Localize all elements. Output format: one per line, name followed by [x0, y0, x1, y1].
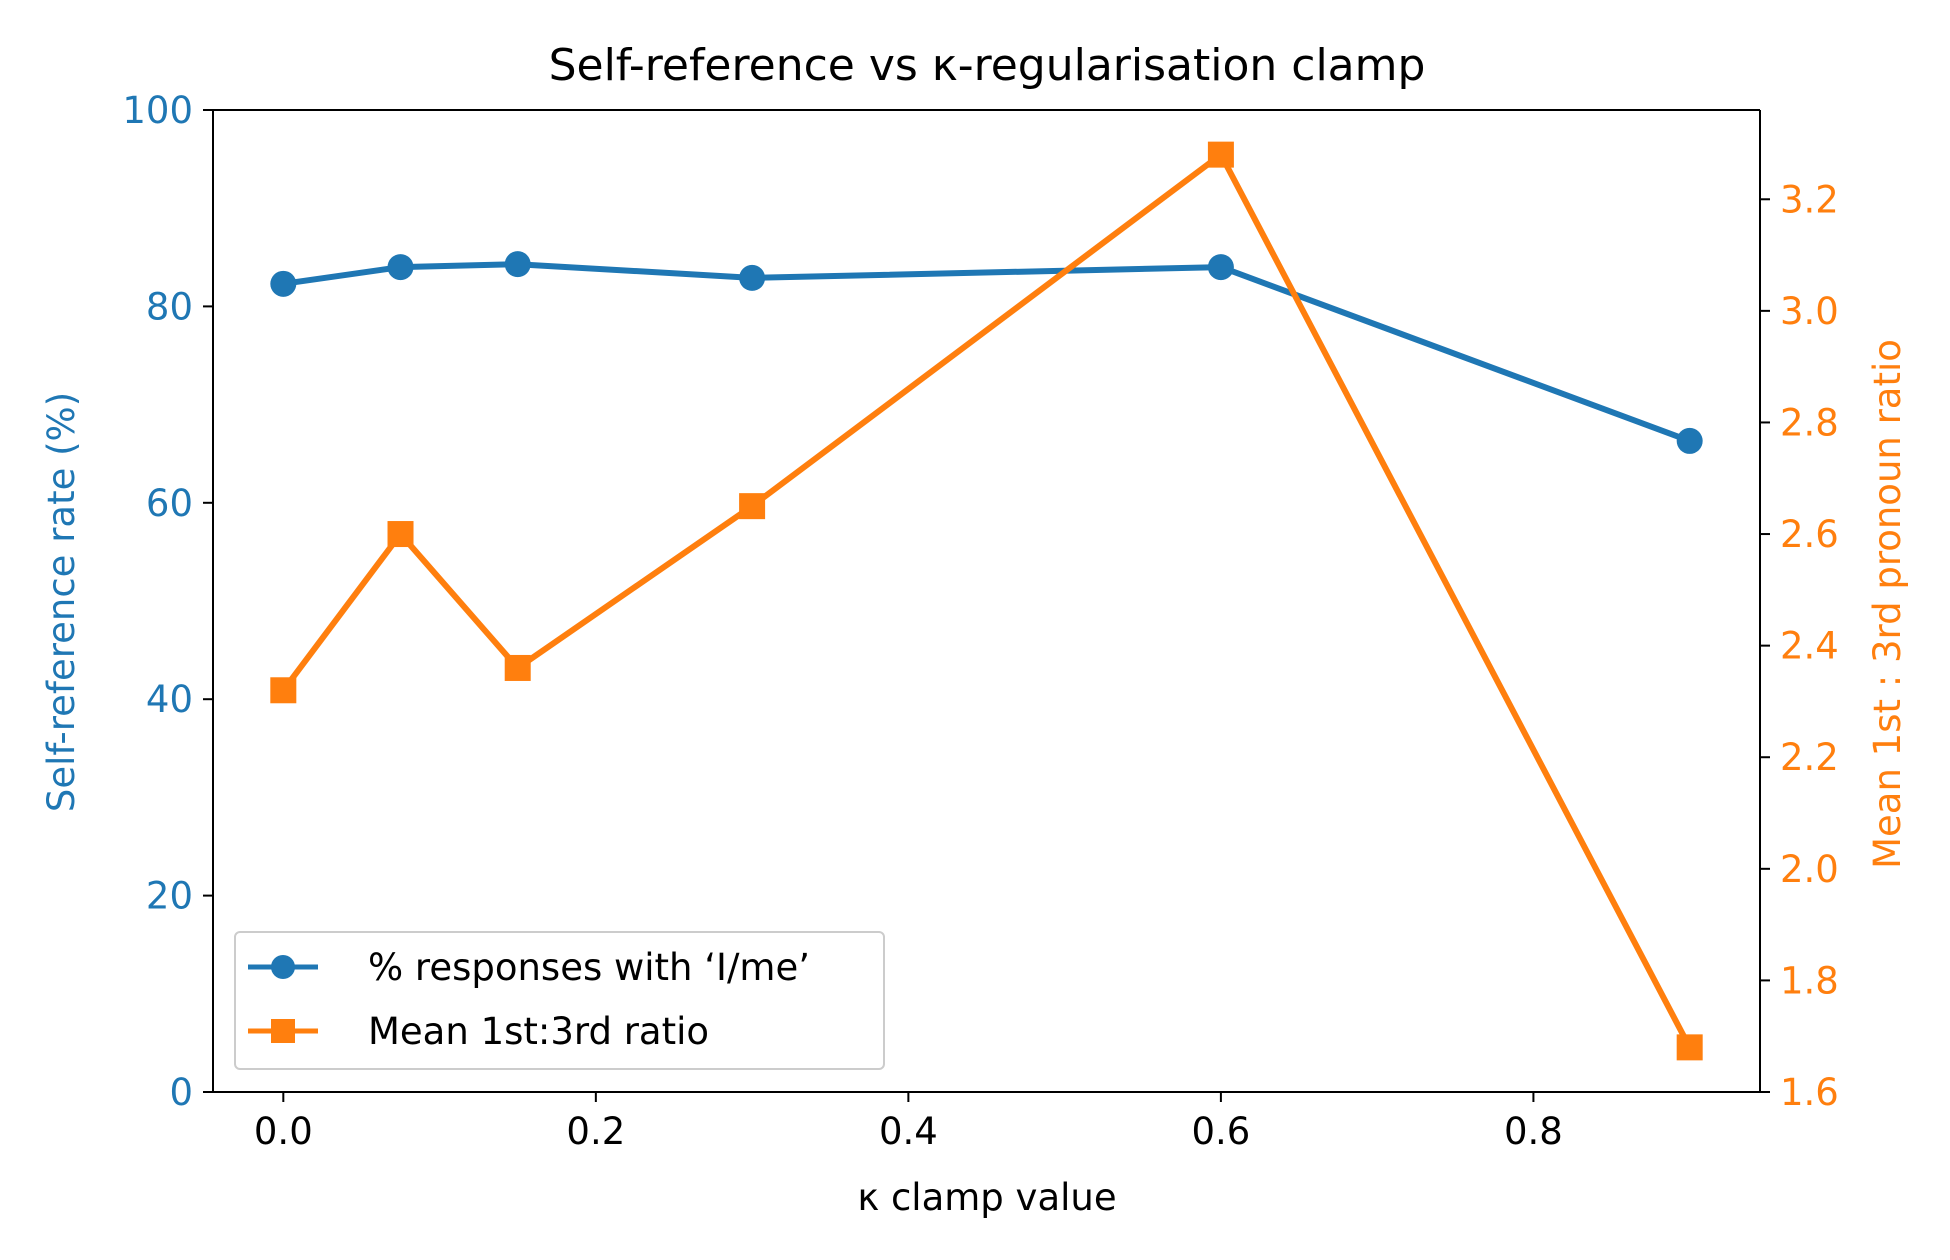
series-1-point [387, 254, 414, 281]
series-1-point [1207, 254, 1234, 281]
left-tick-label: 100 [122, 89, 193, 132]
series-1-point [739, 264, 766, 291]
x-axis-label: κ clamp value [857, 1176, 1116, 1219]
right-tick-label: 2.8 [1780, 401, 1839, 444]
series-line-2 [280, 151, 1693, 1049]
legend-marker-series-2 [271, 1019, 295, 1043]
x-tick-label: 0.4 [879, 1110, 938, 1153]
left-tick-label: 0 [169, 1071, 193, 1114]
x-tick-label: 0.2 [566, 1110, 625, 1153]
legend-label-series-1: % responses with ‘I/me’ [368, 946, 810, 989]
series-1-point [1676, 427, 1703, 454]
series-2-point [1676, 1034, 1703, 1061]
legend: % responses with ‘I/me’ Mean 1st:3rd rat… [234, 931, 885, 1070]
x-tick-label: 0.6 [1191, 1110, 1250, 1153]
x-tick-label: 0.0 [254, 1110, 313, 1153]
right-tick-label: 2.6 [1780, 513, 1839, 556]
left-tick-label: 40 [146, 678, 193, 721]
right-axis-label: Mean 1st : 3rd pronoun ratio [1866, 339, 1909, 869]
right-tick-label: 2.0 [1780, 848, 1839, 891]
x-axis-ticks: 0.0 0.2 0.4 0.6 0.8 [254, 1092, 1563, 1153]
legend-marker-series-1 [271, 955, 295, 979]
right-tick-label: 1.6 [1780, 1071, 1839, 1114]
series-2-point [387, 521, 414, 548]
left-tick-label: 60 [146, 482, 193, 525]
series-1-point [504, 251, 531, 278]
chart-title: Self-reference vs κ-regularisation clamp [549, 40, 1426, 91]
series-2-point [1207, 141, 1234, 168]
left-axis-ticks: 0 20 40 60 80 100 [122, 89, 213, 1114]
right-tick-label: 3.2 [1780, 178, 1839, 221]
right-tick-label: 2.2 [1780, 736, 1839, 779]
series-2-point [270, 677, 297, 704]
right-tick-label: 3.0 [1780, 290, 1839, 333]
left-axis-label: Self-reference rate (%) [40, 392, 83, 812]
plot-area [212, 109, 1761, 1093]
series-1-point [270, 270, 297, 297]
legend-box [234, 931, 885, 1070]
left-tick-label: 20 [146, 875, 193, 918]
series-2-point [504, 654, 531, 681]
right-tick-label: 1.8 [1780, 959, 1839, 1002]
x-tick-label: 0.8 [1504, 1110, 1563, 1153]
legend-label-series-2: Mean 1st:3rd ratio [368, 1010, 709, 1053]
right-tick-label: 2.4 [1780, 625, 1839, 668]
left-tick-label: 80 [146, 285, 193, 328]
right-axis-ticks: 1.6 1.8 2.0 2.2 2.4 2.6 2.8 3.0 3.2 [1760, 178, 1839, 1114]
series-line-1 [282, 261, 1691, 444]
series-2-point [739, 493, 766, 520]
